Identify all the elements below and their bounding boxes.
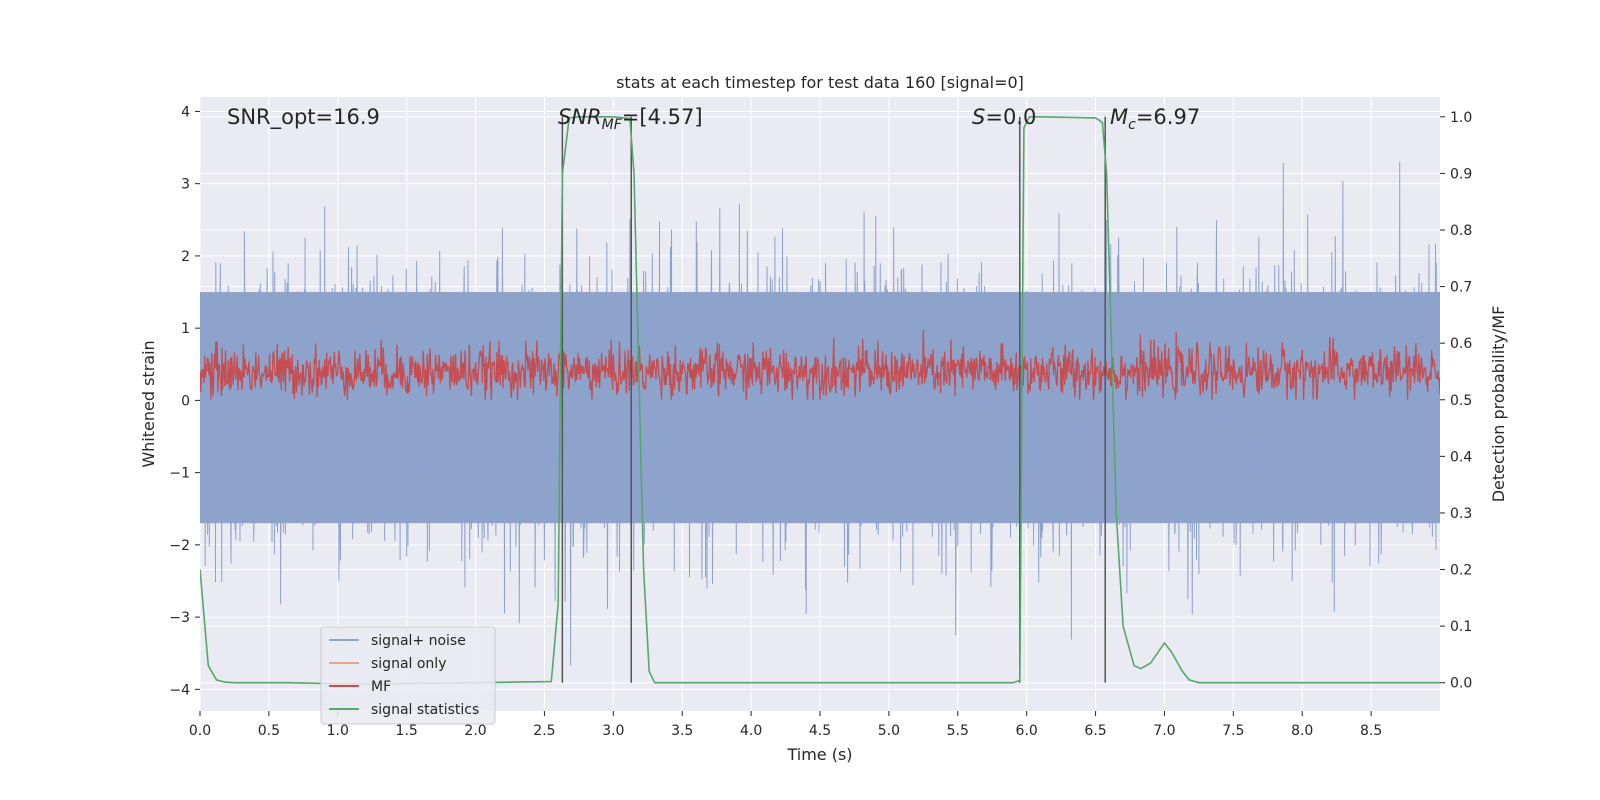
- chart-title: stats at each timestep for test data 160…: [616, 73, 1024, 92]
- x-tick-label: 5.0: [878, 723, 900, 739]
- x-tick-label: 0.5: [258, 723, 280, 739]
- s-label: S: [972, 105, 985, 129]
- y-right-tick-label: 0.0: [1450, 676, 1472, 692]
- y-left-tick-label: −3: [169, 610, 190, 626]
- snr-mf-value: =[4.57]: [622, 105, 703, 129]
- y-left-tick-label: 3: [181, 177, 190, 193]
- y-right-tick-label: 0.9: [1450, 166, 1472, 182]
- x-tick-label: 7.5: [1222, 723, 1244, 739]
- x-tick-label: 8.5: [1360, 723, 1382, 739]
- legend-label-signal-statistics: signal statistics: [371, 702, 479, 718]
- y-left-tick-label: −2: [169, 538, 190, 554]
- y-left-tick-label: 4: [181, 104, 190, 120]
- y-right-tick-label: 0.4: [1450, 449, 1472, 465]
- mc-label: M: [1110, 105, 1128, 129]
- y-right-tick-label: 0.3: [1450, 506, 1472, 522]
- y-left-tick-label: −4: [169, 682, 190, 698]
- x-tick-label: 5.5: [947, 723, 969, 739]
- s-value: =0.0: [985, 105, 1036, 129]
- x-axis-label: Time (s): [786, 745, 852, 764]
- y-right-tick-label: 1.0: [1450, 110, 1472, 126]
- x-tick-label: 2.5: [533, 723, 555, 739]
- snr-mf-label: SNR: [558, 105, 602, 129]
- y-left-tick-label: −1: [169, 466, 190, 482]
- y-left-tick-label: 2: [181, 249, 190, 265]
- y-right-tick-label: 0.2: [1450, 563, 1472, 579]
- legend-label-signal-only: signal only: [371, 656, 446, 672]
- snr-mf-annotation: SNRMF=[4.57]: [558, 105, 703, 133]
- legend-box: [320, 626, 496, 725]
- snr-opt-annotation: SNR_opt=16.9: [227, 105, 380, 130]
- y-axis-label-left: Whitened strain: [139, 340, 158, 467]
- y-right-tick-label: 0.1: [1450, 619, 1472, 635]
- x-tick-label: 0.0: [189, 723, 211, 739]
- x-tick-label: 6.0: [1016, 723, 1038, 739]
- x-tick-label: 6.5: [1084, 723, 1106, 739]
- legend-label-signal-noise: signal+ noise: [371, 633, 466, 649]
- x-tick-label: 3.0: [602, 723, 624, 739]
- legend: signal+ noise signal only MF signal stat…: [320, 626, 496, 725]
- mf-series: [200, 330, 1440, 400]
- y-right-tick-label: 0.5: [1450, 393, 1472, 409]
- signal-noise-line: [200, 161, 1440, 666]
- y-left-tick-label: 0: [181, 393, 190, 409]
- x-tick-label: 1.0: [327, 723, 349, 739]
- y-right-tick-label: 0.8: [1450, 223, 1472, 239]
- y-right-tick-label: 0.7: [1450, 280, 1472, 296]
- mc-subscript: c: [1128, 117, 1136, 133]
- y-right-tick-label: 0.6: [1450, 336, 1472, 352]
- y-axis-label-right: Detection probability/MF: [1489, 306, 1508, 503]
- mc-annotation: Mc=6.97: [1110, 105, 1200, 133]
- x-tick-label: 2.0: [464, 723, 486, 739]
- snr-mf-subscript: MF: [602, 117, 623, 133]
- signal-noise-series: [200, 161, 1440, 666]
- y-left-tick-label: 1: [181, 321, 190, 337]
- axis-ticks: 0.0 0.5 1.0 1.5 2.0 2.5 3.0 3.5 4.0 4.5 5.0 5.5 6.0 6…: [169, 104, 1472, 739]
- legend-label-mf: MF: [371, 679, 391, 695]
- plot-series: [200, 116, 1440, 685]
- x-tick-label: 4.5: [809, 723, 831, 739]
- mf-line: [200, 330, 1440, 400]
- x-tick-label: 1.5: [396, 723, 418, 739]
- x-tick-label: 4.0: [740, 723, 762, 739]
- x-tick-label: 8.0: [1291, 723, 1313, 739]
- x-tick-label: 7.0: [1153, 723, 1175, 739]
- x-tick-label: 3.5: [671, 723, 693, 739]
- s-annotation: S=0.0: [972, 105, 1036, 129]
- mc-value: =6.97: [1136, 105, 1200, 129]
